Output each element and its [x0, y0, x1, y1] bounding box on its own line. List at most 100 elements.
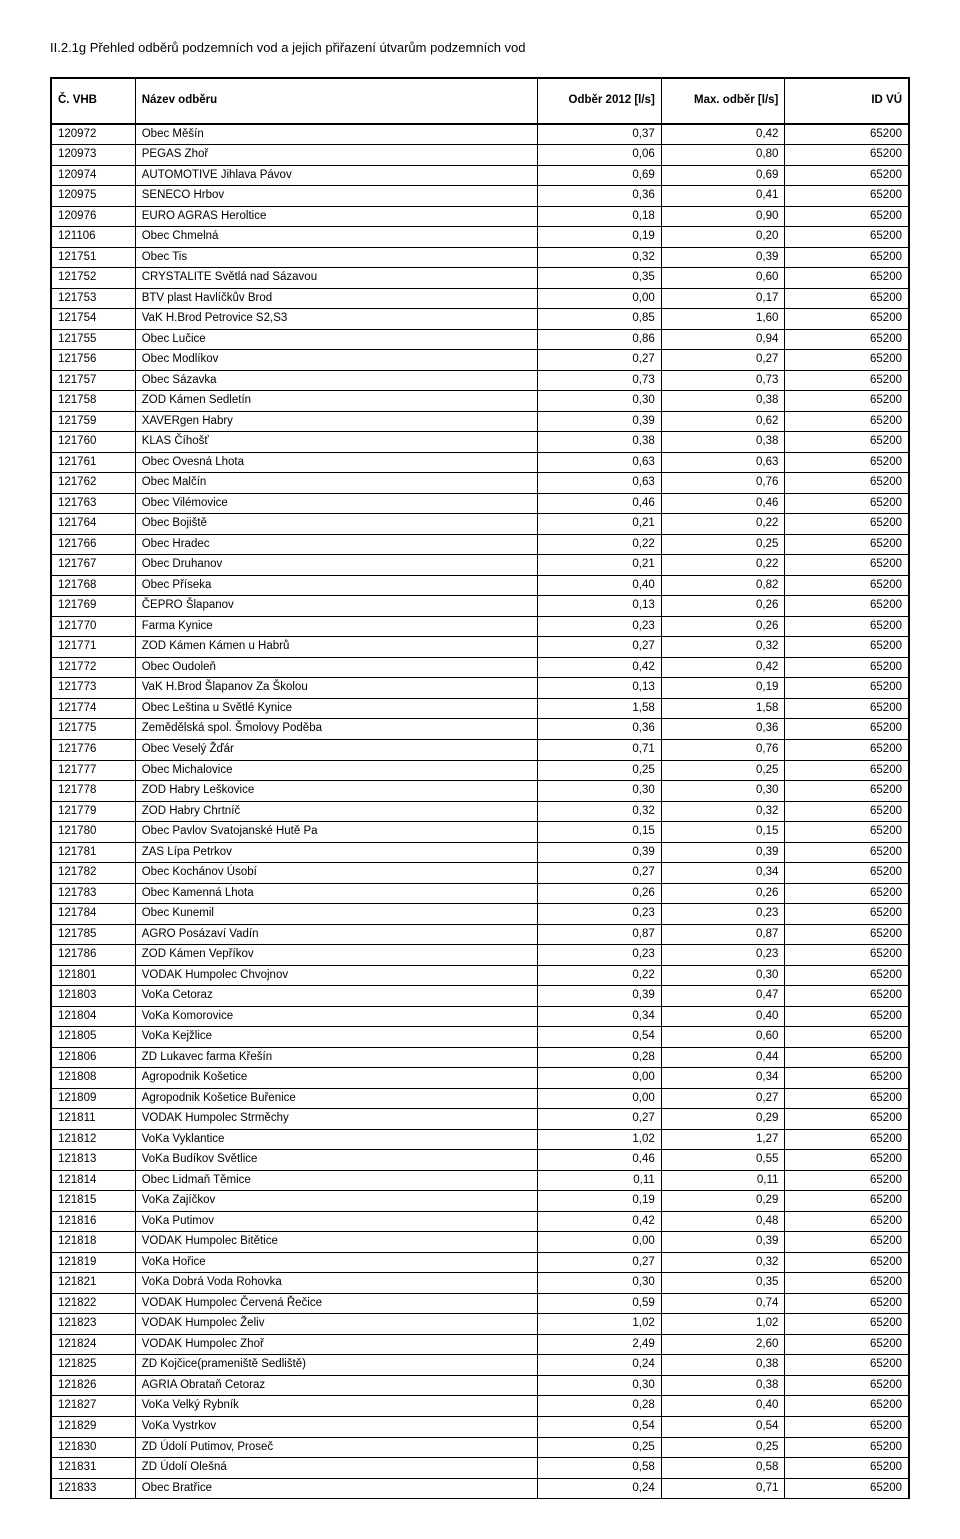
table-cell: VODAK Humpolec Červená Řečice: [135, 1293, 537, 1314]
table-cell: Obec Modlíkov: [135, 350, 537, 371]
table-row: 121774Obec Leština u Světlé Kynice1,581,…: [51, 698, 909, 719]
table-cell: AUTOMOTIVE Jihlava Pávov: [135, 165, 537, 186]
table-cell: Obec Michalovice: [135, 760, 537, 781]
table-cell: Zemědělská spol. Šmolovy Poděba: [135, 719, 537, 740]
table-cell: 65200: [785, 945, 909, 966]
table-cell: ZD Kojčice(prameniště Sedliště): [135, 1355, 537, 1376]
table-cell: 1,58: [661, 698, 785, 719]
table-cell: 0,55: [661, 1150, 785, 1171]
table-row: 121754VaK H.Brod Petrovice S2,S30,851,60…: [51, 309, 909, 330]
table-cell: 0,46: [538, 1150, 662, 1171]
table-cell: 121829: [51, 1417, 135, 1438]
table-row: 121785AGRO Posázaví Vadín0,870,8765200: [51, 924, 909, 945]
table-cell: 65200: [785, 268, 909, 289]
table-cell: 121767: [51, 555, 135, 576]
table-cell: 65200: [785, 1375, 909, 1396]
table-cell: 121824: [51, 1334, 135, 1355]
table-cell: 65200: [785, 986, 909, 1007]
table-cell: 0,32: [661, 1252, 785, 1273]
table-cell: 121763: [51, 493, 135, 514]
table-cell: 65200: [785, 1129, 909, 1150]
table-cell: 0,28: [538, 1047, 662, 1068]
table-cell: 0,60: [661, 1027, 785, 1048]
table-cell: 0,30: [661, 781, 785, 802]
table-cell: VODAK Humpolec Bitětice: [135, 1232, 537, 1253]
table-row: 121827VoKa Velký Rybník0,280,4065200: [51, 1396, 909, 1417]
table-cell: 121819: [51, 1252, 135, 1273]
table-cell: 0,27: [538, 863, 662, 884]
table-cell: 0,27: [538, 637, 662, 658]
table-row: 121777Obec Michalovice0,250,2565200: [51, 760, 909, 781]
table-cell: 121804: [51, 1006, 135, 1027]
table-cell: 0,62: [661, 411, 785, 432]
table-row: 121819VoKa Hořice0,270,3265200: [51, 1252, 909, 1273]
table-cell: 65200: [785, 309, 909, 330]
table-row: 121767Obec Druhanov0,210,2265200: [51, 555, 909, 576]
table-cell: 0,37: [538, 124, 662, 145]
table-cell: 0,23: [538, 904, 662, 925]
table-cell: 0,42: [661, 657, 785, 678]
table-row: 121816VoKa Putimov0,420,4865200: [51, 1211, 909, 1232]
table-cell: 0,27: [538, 350, 662, 371]
table-cell: 2,49: [538, 1334, 662, 1355]
table-cell: 0,20: [661, 227, 785, 248]
table-cell: 0,87: [661, 924, 785, 945]
table-cell: 0,30: [661, 965, 785, 986]
table-cell: 0,15: [661, 822, 785, 843]
table-row: 121760KLAS Číhošť0,380,3865200: [51, 432, 909, 453]
table-cell: 0,41: [661, 186, 785, 207]
table-row: 121782Obec Kochánov Úsobí0,270,3465200: [51, 863, 909, 884]
table-cell: ZD Lukavec farma Křešín: [135, 1047, 537, 1068]
table-cell: 0,76: [661, 473, 785, 494]
table-cell: 121821: [51, 1273, 135, 1294]
table-cell: 121803: [51, 986, 135, 1007]
table-cell: 0,25: [538, 1437, 662, 1458]
table-cell: 0,26: [661, 616, 785, 637]
table-cell: 0,58: [538, 1458, 662, 1479]
table-cell: 65200: [785, 1150, 909, 1171]
table-cell: 65200: [785, 596, 909, 617]
table-cell: VODAK Humpolec Chvojnov: [135, 965, 537, 986]
table-cell: 65200: [785, 1355, 909, 1376]
table-cell: 121783: [51, 883, 135, 904]
table-row: 121763Obec Vilémovice0,460,4665200: [51, 493, 909, 514]
table-cell: ZOD Kámen Vepříkov: [135, 945, 537, 966]
table-row: 121769ČEPRO Šlapanov0,130,2665200: [51, 596, 909, 617]
table-cell: 65200: [785, 432, 909, 453]
table-row: 121756Obec Modlíkov0,270,2765200: [51, 350, 909, 371]
table-row: 121784Obec Kunemil0,230,2365200: [51, 904, 909, 925]
table-row: 121783Obec Kamenná Lhota0,260,2665200: [51, 883, 909, 904]
table-cell: 0,87: [538, 924, 662, 945]
table-row: 120976EURO AGRAS Heroltice0,180,9065200: [51, 206, 909, 227]
table-cell: 65200: [785, 329, 909, 350]
table-cell: 121751: [51, 247, 135, 268]
table-cell: 0,39: [538, 986, 662, 1007]
table-cell: 0,54: [538, 1027, 662, 1048]
table-cell: 0,80: [661, 145, 785, 166]
table-cell: 0,30: [538, 391, 662, 412]
table-row: 121770Farma Kynice0,230,2665200: [51, 616, 909, 637]
table-cell: 121812: [51, 1129, 135, 1150]
table-cell: 65200: [785, 514, 909, 535]
table-cell: KLAS Číhošť: [135, 432, 537, 453]
table-row: 121106Obec Chmelná0,190,2065200: [51, 227, 909, 248]
table-cell: Obec Druhanov: [135, 555, 537, 576]
table-cell: 0,63: [538, 452, 662, 473]
table-cell: 65200: [785, 247, 909, 268]
table-cell: 0,22: [661, 514, 785, 535]
table-cell: 0,40: [661, 1006, 785, 1027]
table-cell: 65200: [785, 781, 909, 802]
table-cell: Agropodnik Košetice: [135, 1068, 537, 1089]
table-row: 121779ZOD Habry Chrtníč0,320,3265200: [51, 801, 909, 822]
table-cell: 121776: [51, 739, 135, 760]
table-row: 121822VODAK Humpolec Červená Řečice0,590…: [51, 1293, 909, 1314]
table-cell: 65200: [785, 1458, 909, 1479]
table-cell: 0,23: [661, 904, 785, 925]
table-cell: Obec Tis: [135, 247, 537, 268]
table-cell: 65200: [785, 822, 909, 843]
table-cell: 0,28: [538, 1396, 662, 1417]
table-cell: 0,39: [538, 411, 662, 432]
table-cell: 65200: [785, 1232, 909, 1253]
table-cell: 0,59: [538, 1293, 662, 1314]
table-cell: 0,39: [661, 1232, 785, 1253]
